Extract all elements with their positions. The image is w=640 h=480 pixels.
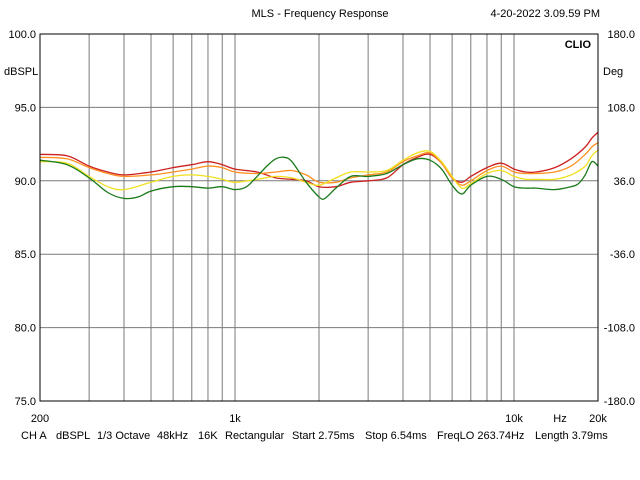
clio-logo: CLIO [565,39,592,51]
timestamp: 4-20-2022 3.09.59 PM [491,8,600,20]
grid-lines [40,33,598,402]
plot-frame [39,33,599,402]
y-axis-label: dBSPL [4,66,38,78]
status-unit: dBSPL [56,430,91,442]
y-tick-label: 95.0 [15,102,36,114]
status-size: 16K [198,430,218,442]
x-axis-label: Hz [553,413,566,425]
y2-tick-label: 108.0 [607,102,635,114]
y2-tick-label: 180.0 [607,29,635,41]
status-length: Length 3.79ms [535,430,608,442]
y2-tick-label: -36.0 [610,249,635,261]
status-freqlo: FreqLO 263.74Hz [437,430,525,442]
series-line [39,156,599,200]
y2-tick-label: 36.0 [614,176,635,188]
series-line [39,131,599,188]
x-axis-ticks: 200 1k 10k 20k [31,413,608,425]
series-line [39,149,599,191]
y-tick-label: 90.0 [15,176,36,188]
status-channel: CH A [21,430,47,442]
y-tick-label: 100.0 [8,29,36,41]
x-tick-label: 10k [505,413,523,425]
right-axis-ticks: 180.0 108.0 36.0 -36.0 -108.0 -180.0 [604,29,635,408]
series-line [39,142,599,186]
y-tick-label: 80.0 [15,323,36,335]
x-tick-label: 20k [589,413,607,425]
x-tick-label: 1k [229,413,241,425]
y-tick-label: 85.0 [15,249,36,261]
x-tick-label: 200 [31,413,49,425]
status-start: Start 2.75ms [292,430,355,442]
status-window: Rectangular [225,430,285,442]
status-smoothing: 1/3 Octave [97,430,151,442]
chart-title: MLS - Frequency Response [252,8,389,20]
y2-tick-label: -180.0 [604,396,635,408]
left-axis-ticks: 100.0 95.0 90.0 85.0 80.0 75.0 [8,29,36,408]
y2-tick-label: -108.0 [604,323,635,335]
status-sample-rate: 48kHz [157,430,189,442]
response-curves [39,131,599,200]
y2-axis-label: Deg [603,66,623,78]
status-stop: Stop 6.54ms [365,430,427,442]
status-bar: CH A dBSPL 1/3 Octave 48kHz 16K Rectangu… [0,427,640,445]
y-tick-label: 75.0 [15,396,36,408]
